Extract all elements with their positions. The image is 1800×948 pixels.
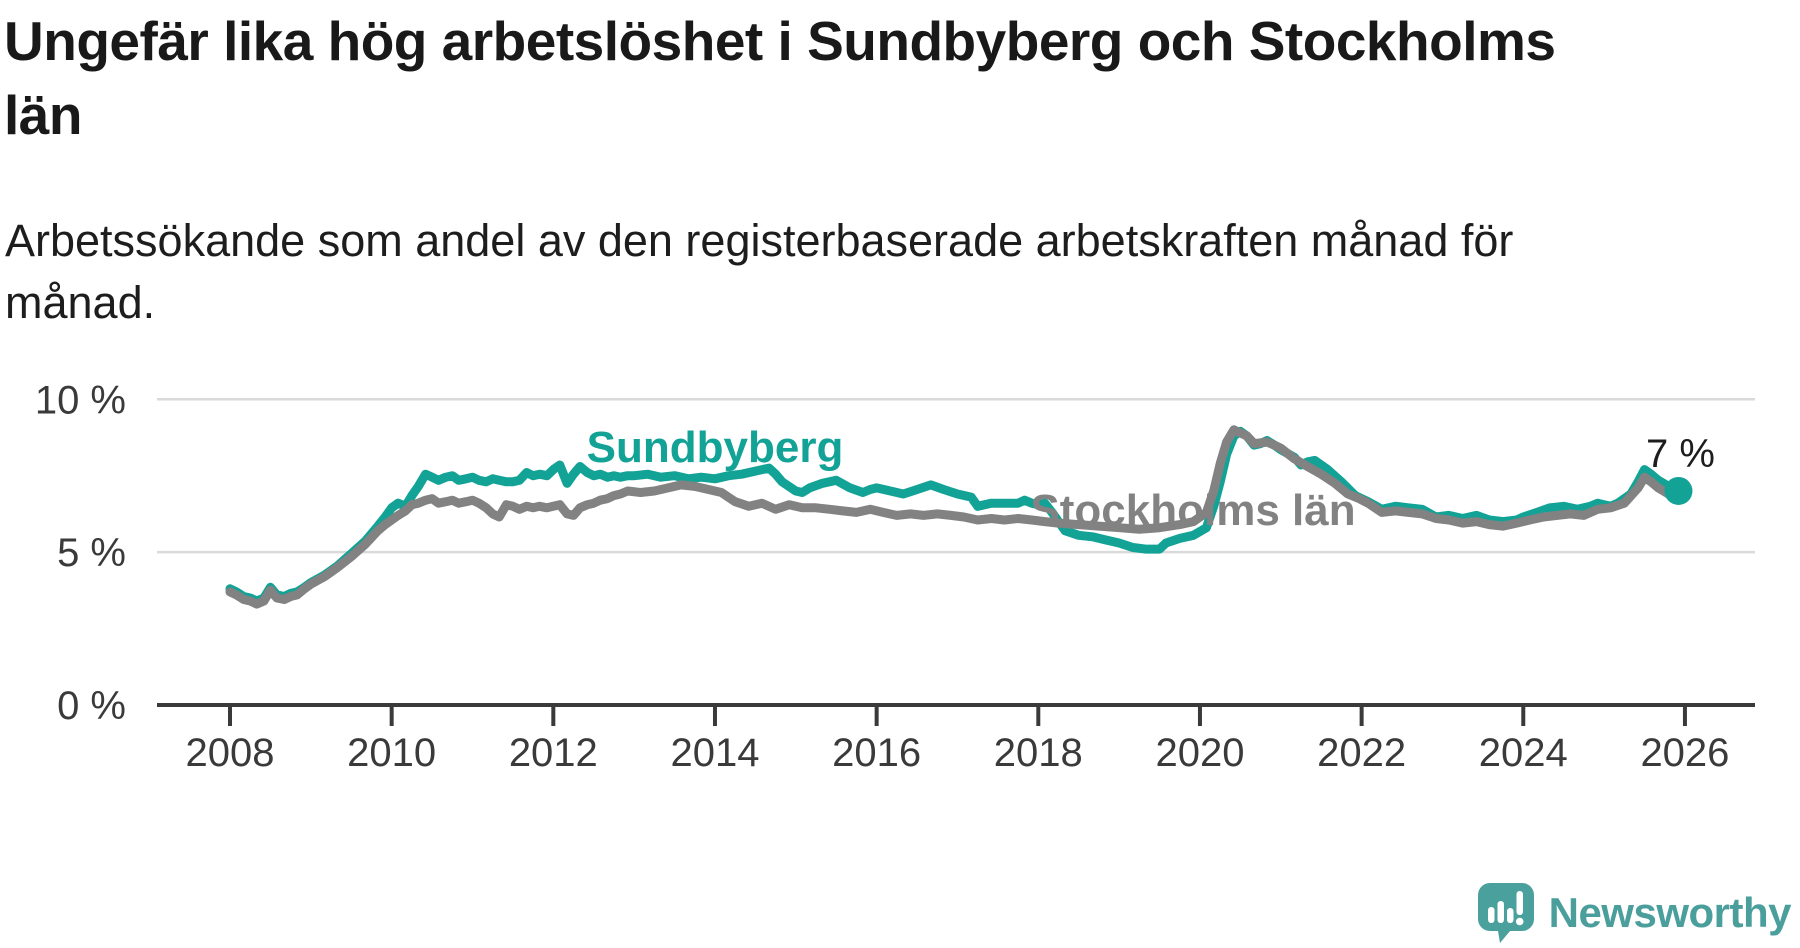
x-axis-label-2014: 2014 <box>670 731 759 775</box>
x-axis-label-2012: 2012 <box>509 731 598 775</box>
chart-subtitle: Arbetssökande som andel av den registerb… <box>5 210 1545 334</box>
newsworthy-bubble-chart-icon <box>1477 883 1534 943</box>
y-axis-label-0: 0 % <box>57 684 126 728</box>
y-axis-label-10: 10 % <box>35 378 126 422</box>
x-axis-label-2026: 2026 <box>1640 731 1729 775</box>
series-label-sundbyberg: Sundbyberg <box>587 423 844 472</box>
x-axis-label-2022: 2022 <box>1317 731 1406 775</box>
x-axis-label-2016: 2016 <box>832 731 921 775</box>
series-label-stockholms-lan: Stockholms län <box>1030 486 1355 535</box>
series-line-sundbyberg <box>225 426 1683 606</box>
newsworthy-wordmark: Newsworthy <box>1548 889 1792 936</box>
x-axis-label-2020: 2020 <box>1155 731 1244 775</box>
page-title: Ungefär lika hög arbetslöshet i Sundbybe… <box>4 4 1624 152</box>
x-axis-label-2010: 2010 <box>347 731 436 775</box>
x-axis-label-2018: 2018 <box>994 731 1083 775</box>
title-line-2: län <box>4 84 82 146</box>
x-axis-label-2024: 2024 <box>1479 731 1568 775</box>
title-line-1: Ungefär lika hög arbetslöshet i Sundbybe… <box>4 10 1556 72</box>
newsworthy-logo: Newsworthy <box>1476 881 1792 945</box>
subtitle-line-1: Arbetssökande som andel av den registerb… <box>5 215 1514 266</box>
latest-value-dot <box>1664 476 1693 505</box>
series-line-stockholms-lan <box>225 425 1683 609</box>
latest-value-annotation: 7 % <box>1646 432 1715 476</box>
x-axis-label-2008: 2008 <box>186 731 275 775</box>
subtitle-line-2: månad. <box>5 277 156 328</box>
y-axis-label-5: 5 % <box>57 531 126 575</box>
